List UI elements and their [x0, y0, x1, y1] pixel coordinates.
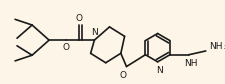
Text: NH: NH [209, 42, 223, 51]
Text: $_2$: $_2$ [223, 44, 225, 52]
Text: N: N [156, 66, 163, 75]
Text: O: O [63, 43, 70, 52]
Text: NH: NH [184, 59, 197, 68]
Text: O: O [76, 14, 83, 23]
Text: N: N [91, 28, 98, 37]
Text: O: O [119, 71, 126, 80]
